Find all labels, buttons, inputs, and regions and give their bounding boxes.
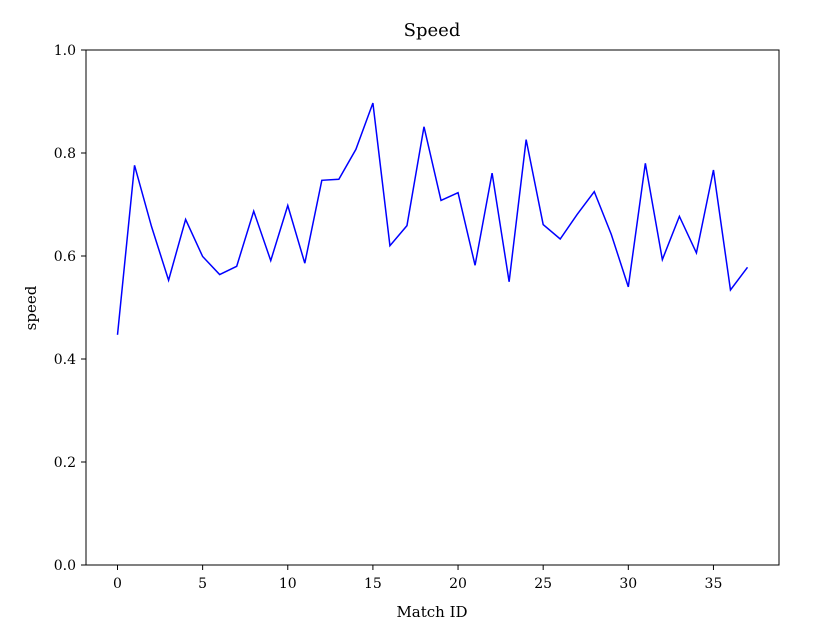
y-tick-label: 0.8	[54, 146, 76, 162]
x-tick-label: 10	[279, 576, 297, 592]
plot-area	[85, 49, 780, 566]
y-tick-label: 0.6	[54, 249, 76, 265]
y-axis: 0.0 0.2 0.4 0.6 0.8 1.0	[54, 43, 86, 574]
y-tick-label: 0.2	[54, 455, 76, 471]
x-tick-label: 0	[113, 576, 122, 592]
x-axis: 0 5 10 15 20 25 30 35	[113, 565, 722, 592]
y-tick-label: 0.0	[54, 558, 76, 574]
x-tick-label: 35	[705, 576, 723, 592]
x-axis-title: Match ID	[396, 603, 467, 621]
y-tick-label: 0.4	[54, 352, 76, 368]
x-tick-label: 15	[364, 576, 382, 592]
chart-title: Speed	[404, 20, 461, 41]
x-tick-label: 30	[619, 576, 637, 592]
y-axis-title: speed	[22, 285, 40, 330]
x-tick-label: 25	[534, 576, 552, 592]
series-line-0	[116, 102, 749, 335]
plot-frame	[85, 49, 780, 566]
y-tick-label: 1.0	[54, 43, 76, 59]
x-tick-label: 20	[449, 576, 467, 592]
series-layer	[116, 102, 749, 335]
x-tick-label: 5	[198, 576, 207, 592]
